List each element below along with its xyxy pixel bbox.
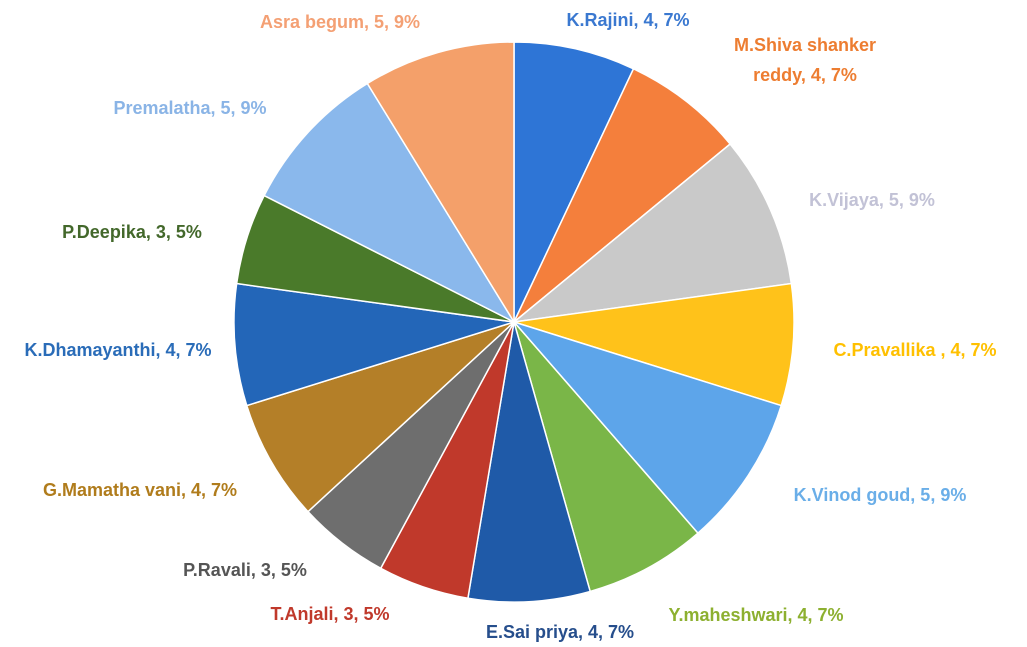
pie-slice: [467, 321, 592, 603]
slice-label: P.Ravali, 3, 5%: [183, 560, 307, 580]
slice-label: K.Dhamayanthi, 4, 7%: [24, 340, 212, 360]
pie-slice: [263, 82, 517, 324]
slice-label: Asra begum, 5, 9%: [259, 12, 421, 32]
slice-label: M.Shiva shanker reddy, 4, 7%: [733, 35, 877, 85]
slice-label: K.Vijaya, 5, 9%: [809, 190, 935, 210]
pie-slice: [233, 282, 515, 407]
pie-slice: [513, 67, 732, 323]
slice-label: K.Rajini, 4, 7%: [566, 10, 690, 30]
pie-slice: [366, 41, 515, 325]
slice-label: P.Deepika, 3, 5%: [62, 222, 202, 242]
pie-slice: [513, 282, 795, 407]
pie-slice: [245, 321, 515, 513]
pie-slice: [513, 321, 699, 593]
slice-label: G.Mamatha vani, 4, 7%: [42, 480, 238, 500]
slice-label: E.Sai priya, 4, 7%: [485, 622, 635, 642]
slice-label: C.Pravallika , 4, 7%: [833, 340, 997, 360]
slice-label: Premalatha, 5, 9%: [113, 98, 267, 118]
pie-slice: [511, 142, 793, 324]
slice-label: T.Anjali, 3, 5%: [270, 604, 390, 624]
slice-label: Y.maheshwari, 4, 7%: [668, 605, 844, 625]
pie-slice: [511, 320, 783, 535]
pie-slice: [513, 41, 635, 323]
slice-label: K.Vinod goud, 5, 9%: [793, 485, 967, 505]
